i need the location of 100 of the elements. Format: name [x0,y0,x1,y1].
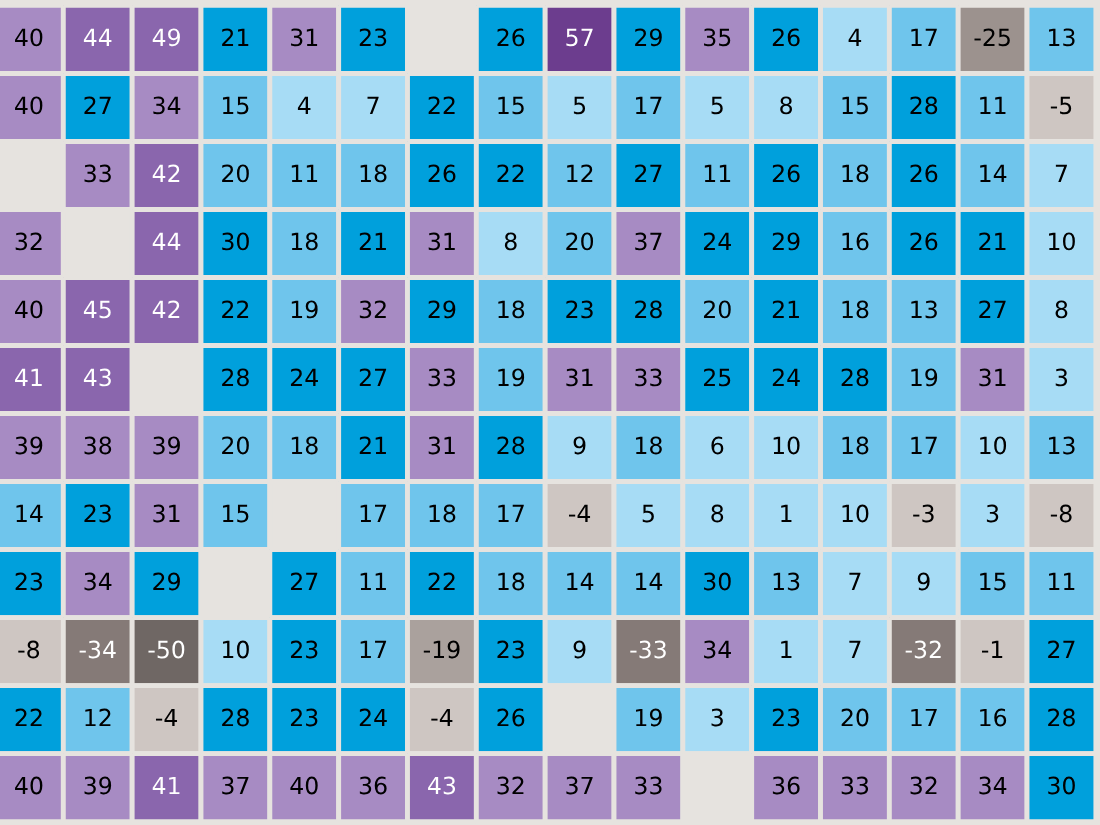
data-label: 35 [704,28,731,47]
data-label: 32 [910,776,937,795]
data-label: 9 [573,436,586,455]
data-label: 7 [1055,164,1067,182]
data-label: 23 [290,640,318,659]
data-label: 27 [359,368,387,387]
data-label: 18 [429,504,456,523]
data-label: 1 [781,504,792,523]
data-label: 5 [711,96,723,115]
data-label: -25 [974,28,1010,47]
data-label: 18 [291,436,318,455]
data-label: -50 [148,640,185,659]
data-label: -1 [982,640,1003,659]
data-label: 19 [498,368,525,387]
data-label: 26 [772,164,800,183]
data-label: 11 [1049,572,1075,591]
data-label: 3 [1055,368,1068,387]
data-label: 22 [15,708,42,727]
data-label: 23 [15,572,43,591]
data-label: 3 [986,504,999,523]
data-label: 5 [573,96,586,115]
data-label: 20 [566,232,594,251]
data-label: 21 [359,232,386,250]
data-label: 20 [703,300,731,319]
data-label: 17 [911,28,937,46]
data-label: 29 [153,572,180,591]
data-label: 27 [290,572,318,591]
data-label: 26 [428,164,456,183]
data-label: 27 [84,96,111,114]
data-label: 8 [1055,300,1068,319]
data-label: -32 [905,640,941,659]
data-label: 17 [911,708,937,727]
data-label: 18 [842,300,869,319]
data-label: 40 [15,776,43,795]
data-label: -5 [1050,96,1072,115]
data-label: -3 [913,504,934,523]
data-label: 19 [911,368,938,387]
data-label: 15 [498,96,524,115]
data-label: 34 [979,776,1007,795]
data-label: 39 [84,776,112,795]
data-label: 29 [772,232,800,251]
data-label: 18 [636,436,662,455]
data-label: 14 [636,572,663,591]
data-label: 28 [841,368,869,387]
data-label: -4 [568,504,591,523]
data-label: 36 [772,776,800,795]
data-label: 10 [1049,232,1075,251]
data-label: 33 [841,776,869,795]
data-label: 6 [711,436,724,455]
data-label: 30 [704,572,731,591]
data-label: 24 [703,232,731,250]
data-label: 32 [15,232,42,251]
data-label: 23 [772,708,800,727]
data-label: 33 [635,776,662,795]
data-label: 28 [497,436,525,455]
data-label: 18 [842,436,869,455]
data-label: 41 [15,368,42,387]
data-label: 37 [566,776,593,795]
data-label: 11 [980,96,1006,114]
data-label: 29 [635,28,662,47]
data-label: 8 [711,504,724,523]
data-label: -34 [79,640,116,659]
data-label: 39 [15,436,43,455]
data-label: 31 [291,28,318,47]
data-label: 41 [152,776,180,795]
data-label: 13 [773,572,800,591]
data-label: 49 [152,28,180,47]
data-label: 16 [980,708,1007,727]
data-label: 30 [1048,776,1075,795]
data-label: 17 [360,640,387,659]
data-label: 13 [1049,436,1075,455]
data-label: 15 [222,504,249,523]
data-label: 39 [153,436,180,455]
data-label: 17 [360,504,387,523]
data-label: 18 [498,300,525,319]
data-label: 13 [1049,28,1075,47]
data-label: 9 [917,572,930,591]
data-label: 40 [15,300,43,319]
data-label: 19 [291,300,318,319]
data-label: 20 [222,436,249,455]
data-label: 14 [567,572,594,591]
data-label: 18 [360,164,387,183]
data-label: 22 [497,164,524,182]
data-label: 11 [360,572,386,591]
data-label: 27 [979,300,1006,319]
data-label: 24 [772,368,800,387]
data-label: 10 [980,436,1007,455]
data-label: 18 [842,164,869,183]
data-label: 17 [636,96,662,114]
data-label: 1 [781,640,792,659]
data-label: 30 [222,232,249,251]
data-label: -4 [155,708,178,727]
data-label: 15 [980,572,1006,591]
data-label: 45 [83,300,111,319]
data-label: 15 [842,96,868,115]
data-label: 36 [359,776,387,795]
data-label: 26 [497,708,525,727]
data-label: 14 [980,164,1007,182]
data-label: 21 [222,28,249,46]
data-label: 7 [367,96,379,114]
